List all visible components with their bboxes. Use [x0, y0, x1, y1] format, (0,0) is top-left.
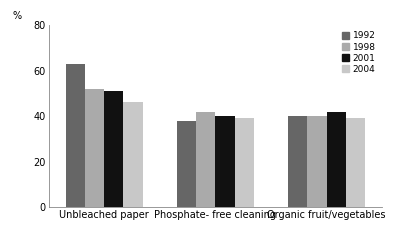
Bar — [346, 118, 365, 207]
Bar — [235, 118, 254, 207]
Legend: 1992, 1998, 2001, 2004: 1992, 1998, 2001, 2004 — [340, 30, 378, 76]
Bar — [326, 112, 346, 207]
Bar — [215, 116, 235, 207]
Bar — [104, 91, 123, 207]
Bar — [66, 64, 85, 207]
Bar — [196, 112, 215, 207]
Text: %: % — [13, 11, 22, 21]
Bar — [85, 89, 104, 207]
Bar — [123, 102, 143, 207]
Bar — [307, 116, 326, 207]
Bar — [177, 121, 196, 207]
Bar — [288, 116, 307, 207]
